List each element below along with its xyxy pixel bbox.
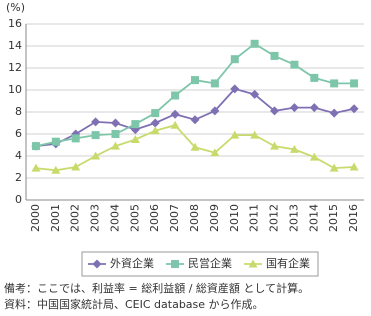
- x-tick-label: 2016: [347, 204, 360, 232]
- data-point: [290, 60, 299, 69]
- legend-marker: [171, 260, 179, 268]
- data-point: [230, 130, 240, 139]
- data-point: [349, 162, 359, 171]
- data-point: [131, 120, 140, 129]
- data-point: [329, 108, 339, 118]
- data-point: [51, 165, 61, 174]
- data-point: [151, 109, 160, 118]
- data-point: [310, 73, 319, 82]
- x-tick-label: 2012: [268, 204, 281, 232]
- data-point: [110, 141, 120, 150]
- data-point: [130, 135, 140, 143]
- y-tick-label: 10: [8, 83, 22, 96]
- data-point: [270, 51, 279, 60]
- data-point: [170, 109, 180, 119]
- data-point: [210, 148, 220, 157]
- legend-label: 外資企業: [110, 256, 154, 270]
- data-point: [170, 120, 180, 129]
- data-point: [191, 76, 199, 85]
- data-point: [171, 91, 180, 100]
- x-tick-label: 2015: [327, 204, 340, 232]
- data-point: [330, 79, 339, 88]
- x-tick-label: 2010: [228, 204, 241, 232]
- data-point: [230, 55, 239, 64]
- x-tick-label: 2002: [69, 204, 82, 232]
- data-point: [230, 84, 240, 94]
- legend-label: 国有企業: [266, 256, 310, 270]
- data-point: [270, 141, 280, 150]
- data-point: [31, 142, 40, 151]
- legend-marker: [248, 259, 258, 268]
- data-point: [190, 142, 200, 151]
- data-point: [150, 126, 160, 135]
- data-point: [329, 163, 339, 172]
- x-tick-label: 2007: [168, 204, 181, 232]
- data-point: [350, 79, 359, 88]
- series-line: [35, 42, 355, 147]
- y-unit: (%): [6, 1, 25, 14]
- data-point: [91, 131, 100, 140]
- y-tick-label: 6: [15, 127, 22, 140]
- data-point: [71, 134, 80, 143]
- data-point: [71, 162, 81, 171]
- data-point: [190, 115, 200, 125]
- y-tick-label: 16: [8, 17, 22, 30]
- data-point: [309, 152, 319, 161]
- data-point: [31, 163, 41, 172]
- y-tick-label: 12: [8, 61, 22, 74]
- note: 備考：ここでは、利益率 = 総利益額 / 総資産額 として計算。: [4, 281, 309, 295]
- data-point: [309, 103, 319, 113]
- x-tick-label: 2001: [49, 204, 62, 232]
- data-point: [210, 79, 219, 88]
- y-tick-label: 14: [8, 39, 22, 52]
- data-point: [51, 137, 60, 146]
- data-point: [250, 89, 260, 99]
- data-point: [91, 151, 101, 160]
- data-point: [270, 106, 280, 116]
- x-tick-label: 2013: [287, 204, 300, 232]
- legend-label: 民営企業: [188, 256, 232, 270]
- x-tick-label: 2004: [108, 204, 121, 232]
- data-point: [250, 130, 260, 139]
- legend-marker: [92, 259, 102, 269]
- note: 資料：中国国家統計局、CEIC database から作成。: [4, 297, 264, 311]
- y-tick-label: 8: [15, 105, 22, 118]
- data-point: [349, 104, 359, 114]
- data-point: [250, 39, 259, 48]
- data-point: [110, 118, 120, 128]
- data-point: [150, 118, 160, 128]
- x-tick-label: 2008: [188, 204, 201, 232]
- data-point: [289, 144, 299, 153]
- x-tick-label: 2003: [89, 204, 102, 232]
- x-tick-label: 2005: [128, 204, 141, 232]
- data-point: [111, 130, 120, 138]
- y-tick-label: 0: [15, 193, 22, 206]
- y-tick-label: 2: [15, 171, 22, 184]
- x-tick-label: 2014: [307, 204, 320, 232]
- x-tick-label: 2011: [248, 204, 261, 232]
- data-point: [289, 103, 299, 113]
- data-point: [91, 117, 101, 127]
- y-tick-label: 4: [15, 149, 22, 162]
- x-tick-label: 2000: [29, 204, 42, 232]
- data-point: [130, 125, 140, 135]
- legend-box: [81, 251, 319, 277]
- x-tick-label: 2009: [208, 204, 221, 232]
- x-tick-label: 2006: [148, 204, 161, 232]
- data-point: [210, 106, 220, 116]
